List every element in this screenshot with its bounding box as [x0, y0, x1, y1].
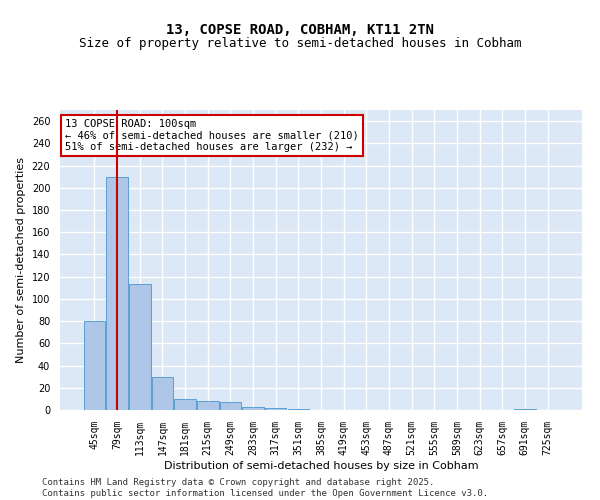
Bar	[514, 409, 536, 410]
Text: 13, COPSE ROAD, COBHAM, KT11 2TN: 13, COPSE ROAD, COBHAM, KT11 2TN	[166, 22, 434, 36]
X-axis label: Distribution of semi-detached houses by size in Cobham: Distribution of semi-detached houses by …	[164, 460, 478, 470]
Bar	[287, 409, 309, 410]
Bar	[242, 406, 264, 410]
Text: 13 COPSE ROAD: 100sqm
← 46% of semi-detached houses are smaller (210)
51% of sem: 13 COPSE ROAD: 100sqm ← 46% of semi-deta…	[65, 119, 359, 152]
Bar	[84, 321, 105, 410]
Text: Contains HM Land Registry data © Crown copyright and database right 2025.
Contai: Contains HM Land Registry data © Crown c…	[42, 478, 488, 498]
Text: Size of property relative to semi-detached houses in Cobham: Size of property relative to semi-detach…	[79, 38, 521, 51]
Bar	[175, 399, 196, 410]
Bar	[106, 176, 128, 410]
Bar	[129, 284, 151, 410]
Bar	[220, 402, 241, 410]
Bar	[197, 401, 218, 410]
Bar	[265, 408, 286, 410]
Bar	[152, 376, 173, 410]
Y-axis label: Number of semi-detached properties: Number of semi-detached properties	[16, 157, 26, 363]
